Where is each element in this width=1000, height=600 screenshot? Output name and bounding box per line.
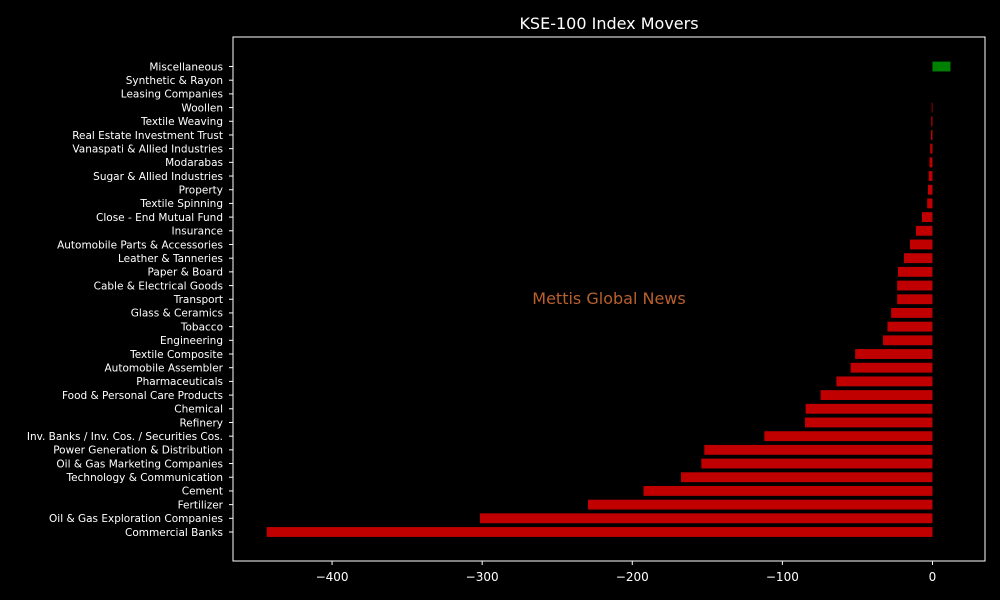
bar-5	[930, 130, 933, 140]
category-label: Textile Spinning	[139, 198, 223, 210]
category-labels: Miscellaneous Synthetic & Rayon Leasing Co…	[27, 61, 233, 539]
bar-0	[932, 61, 951, 72]
bar-4	[931, 116, 933, 127]
bar-18	[891, 308, 933, 318]
category-label: Automobile Parts & Accessories	[57, 239, 223, 251]
category-label: Transport	[173, 294, 223, 306]
category-label: Power Generation & Distribution	[53, 445, 223, 457]
x-axis-ticks: −400 −300 −200 −100 0	[316, 561, 937, 584]
bar-26	[804, 417, 933, 428]
bar-22	[850, 362, 933, 373]
bar-9	[927, 184, 933, 195]
category-label: Textile Composite	[129, 349, 223, 361]
category-label: Woollen	[181, 102, 223, 114]
category-label: Real Estate Investment Trust	[72, 130, 223, 142]
category-label: Textile Weaving	[140, 116, 223, 128]
bar-23	[836, 376, 933, 387]
bar-21	[855, 349, 933, 359]
bar-25	[805, 403, 933, 414]
bar-30	[681, 472, 933, 483]
category-label: Paper & Board	[148, 267, 223, 279]
bar-33	[479, 513, 933, 524]
category-label: Property	[179, 185, 223, 197]
category-label: Insurance	[171, 226, 223, 238]
bar-16	[897, 280, 933, 291]
category-label: Cable & Electrical Goods	[94, 280, 223, 292]
bar-29	[701, 458, 933, 469]
category-label: Fertilizer	[178, 499, 224, 511]
x-tick-label: −200	[616, 570, 649, 584]
bar-24	[820, 390, 933, 401]
category-label: Technology & Communication	[66, 472, 223, 484]
bar-32	[587, 499, 933, 510]
category-label: Commercial Banks	[125, 527, 223, 539]
category-label: Close - End Mutual Fund	[96, 212, 223, 224]
bar-19	[887, 321, 933, 332]
bar-20	[882, 335, 933, 346]
bar-11	[921, 212, 933, 223]
x-tick-label: −300	[466, 570, 499, 584]
category-label: Oil & Gas Exploration Companies	[49, 513, 223, 525]
bar-28	[704, 444, 933, 455]
category-label: Miscellaneous	[149, 61, 223, 73]
bar-6	[930, 143, 933, 154]
category-label: Engineering	[160, 335, 223, 347]
category-label: Chemical	[174, 404, 223, 416]
bar-17	[897, 294, 933, 305]
category-label: Inv. Banks / Inv. Cos. / Securities Cos.	[27, 431, 223, 443]
category-label: Vanaspati & Allied Industries	[72, 143, 223, 155]
bar-34	[266, 527, 933, 537]
bar-14	[903, 253, 933, 264]
category-label: Glass & Ceramics	[131, 308, 223, 320]
chart-title: KSE-100 Index Movers	[519, 14, 698, 33]
x-tick-label: −100	[766, 570, 799, 584]
category-label: Leather & Tanneries	[118, 253, 223, 265]
bar-12	[915, 225, 933, 236]
category-label: Cement	[182, 486, 223, 498]
bar-27	[764, 431, 933, 442]
category-label: Synthetic & Rayon	[126, 75, 223, 87]
bar-15	[897, 266, 933, 277]
bars-group	[266, 61, 951, 537]
category-label: Oil & Gas Marketing Companies	[56, 458, 223, 470]
bar-31	[643, 485, 933, 496]
category-label: Automobile Assembler	[105, 363, 224, 375]
x-tick-label: 0	[929, 570, 937, 584]
bar-7	[929, 157, 933, 168]
bar-13	[909, 239, 933, 250]
bar-3	[931, 102, 933, 113]
watermark-text: Mettis Global News	[532, 289, 685, 308]
bar-10	[927, 198, 933, 209]
category-label: Modarabas	[165, 157, 223, 169]
x-tick-label: −400	[316, 570, 349, 584]
bar-8	[928, 171, 933, 181]
category-label: Leasing Companies	[121, 89, 223, 101]
category-label: Sugar & Allied Industries	[93, 171, 223, 183]
category-label: Refinery	[179, 417, 223, 429]
category-label: Pharmaceuticals	[136, 376, 223, 388]
category-label: Food & Personal Care Products	[62, 390, 223, 402]
category-label: Tobacco	[180, 321, 223, 333]
